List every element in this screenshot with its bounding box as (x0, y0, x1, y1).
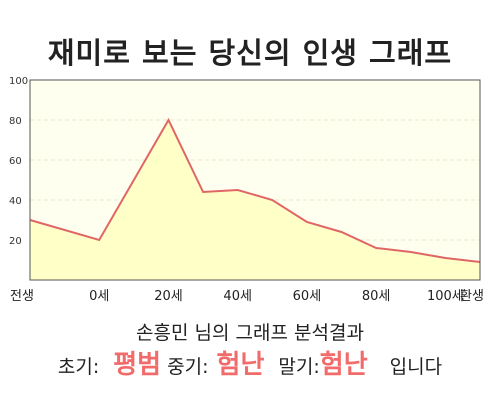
late-label: 말기: (278, 356, 320, 378)
plot-border (29, 79, 481, 281)
x-tick-label: 80세 (362, 289, 391, 304)
late-value: 험난 (319, 350, 368, 380)
area-fill (30, 120, 480, 280)
y-tick-label: 20 (9, 236, 22, 247)
suffix-text: 입니다 (389, 356, 443, 378)
y-tick-label: 60 (9, 156, 22, 167)
mid-value: 험난 (216, 350, 265, 380)
analysis-summary: 손흥민 님의 그래프 분석결과 (136, 322, 364, 344)
x-tick-label: 40세 (223, 289, 252, 304)
x-tick-label: 100세 (427, 289, 464, 304)
x-tick-label: 전생 (10, 289, 34, 304)
verdict-line: 초기: 평범 중기: 험난 말기:험난 입니다 (0, 344, 500, 381)
series-line (29, 117, 481, 263)
y-tick-label: 100 (9, 76, 28, 87)
y-axis-ticks: 100 80 60 40 20 (9, 76, 28, 247)
y-tick-label: 40 (9, 196, 22, 207)
chart-title: 재미로 보는 당신의 인생 그래프 (47, 36, 453, 70)
mid-label: 중기: (167, 356, 209, 378)
early-value: 평범 (113, 350, 162, 380)
x-tick-label: 20세 (154, 289, 183, 304)
y-tick-label: 80 (9, 116, 22, 127)
early-label: 초기: (57, 356, 100, 378)
x-tick-label: 환생 (460, 289, 484, 304)
x-tick-label: 60세 (293, 289, 322, 304)
x-tick-label: 0세 (89, 289, 109, 304)
